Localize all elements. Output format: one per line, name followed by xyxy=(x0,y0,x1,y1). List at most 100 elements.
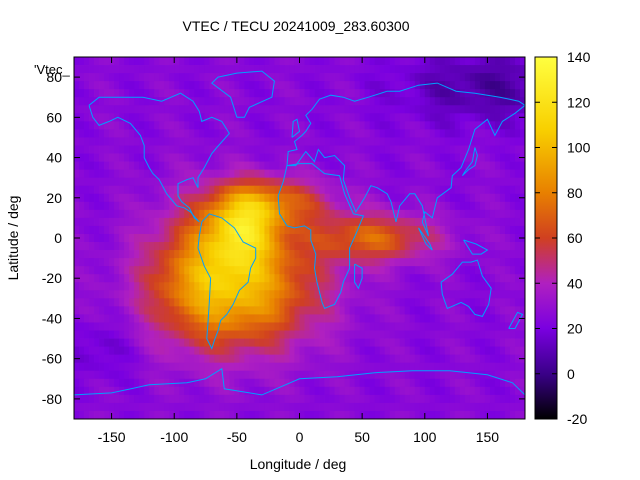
heatmap-cell xyxy=(164,97,170,106)
heatmap-cell xyxy=(509,338,516,347)
heatmap-cell xyxy=(149,394,155,404)
heatmap-cell xyxy=(209,314,215,323)
heatmap-cell xyxy=(74,322,80,331)
heatmap-cell xyxy=(404,338,411,347)
heatmap-cell xyxy=(484,153,491,162)
heatmap-cell xyxy=(214,362,220,372)
heatmap-cell xyxy=(224,89,230,98)
heatmap-cell xyxy=(364,81,371,90)
heatmap-cell xyxy=(204,161,210,171)
heatmap-cell xyxy=(509,185,516,195)
heatmap-cell xyxy=(209,201,215,211)
heatmap-cell xyxy=(84,258,90,267)
heatmap-cell xyxy=(399,338,406,347)
heatmap-cell xyxy=(499,354,506,364)
heatmap-cell xyxy=(159,282,165,291)
heatmap-cell xyxy=(119,410,125,419)
heatmap-cell xyxy=(174,153,180,162)
heatmap-cell xyxy=(344,153,351,162)
heatmap-cell xyxy=(219,145,225,154)
heatmap-cell xyxy=(114,145,120,154)
heatmap-cell xyxy=(174,105,180,114)
heatmap-cell xyxy=(424,258,431,267)
heatmap-cell xyxy=(439,306,446,315)
heatmap-cell xyxy=(194,410,200,419)
heatmap-cell xyxy=(439,73,446,82)
heatmap-cell xyxy=(459,386,466,396)
heatmap-cell xyxy=(514,145,521,154)
heatmap-cell xyxy=(289,314,295,323)
heatmap-cell xyxy=(244,81,250,90)
heatmap-cell xyxy=(479,306,486,315)
heatmap-cell xyxy=(84,209,90,219)
heatmap-cell xyxy=(379,282,386,291)
heatmap-cell xyxy=(244,97,250,106)
heatmap-cell xyxy=(399,306,406,315)
heatmap-cell xyxy=(154,394,160,404)
heatmap-cell xyxy=(484,282,491,291)
heatmap-cell xyxy=(169,153,175,162)
heatmap-cell xyxy=(204,65,210,74)
heatmap-cell xyxy=(164,354,170,364)
heatmap-cell xyxy=(199,193,205,203)
heatmap-cell xyxy=(299,193,305,203)
heatmap-cell xyxy=(429,258,436,267)
heatmap-cell xyxy=(144,242,150,251)
heatmap-cell xyxy=(294,81,300,90)
heatmap-cell xyxy=(354,290,361,299)
heatmap-cell xyxy=(239,298,245,307)
heatmap-cell xyxy=(144,225,150,235)
heatmap-cell xyxy=(109,121,115,130)
heatmap-cell xyxy=(279,129,285,138)
heatmap-cell xyxy=(209,386,215,396)
heatmap-cell xyxy=(354,57,361,66)
heatmap-cell xyxy=(129,193,135,203)
heatmap-cell xyxy=(464,402,471,412)
heatmap-cell xyxy=(234,97,240,106)
heatmap-cell xyxy=(444,121,451,130)
heatmap-cell xyxy=(189,97,195,106)
heatmap-cell xyxy=(384,266,391,275)
heatmap-cell xyxy=(389,217,396,227)
heatmap-cell xyxy=(89,113,95,122)
heatmap-cell xyxy=(209,330,215,339)
heatmap-cell xyxy=(419,185,426,195)
heatmap-cell xyxy=(494,193,501,203)
heatmap-cell xyxy=(144,233,150,243)
heatmap-cell xyxy=(294,137,300,146)
heatmap-cell xyxy=(304,169,310,179)
heatmap-cell xyxy=(419,161,426,171)
heatmap-cell xyxy=(104,161,110,171)
heatmap-cell xyxy=(79,282,85,291)
heatmap-cell xyxy=(174,129,180,138)
heatmap-cell xyxy=(504,354,511,364)
heatmap-cell xyxy=(389,274,396,283)
heatmap-cell xyxy=(329,121,335,130)
heatmap-cell xyxy=(369,217,376,227)
heatmap-cell xyxy=(284,105,290,114)
heatmap-cell xyxy=(244,137,250,146)
heatmap-cell xyxy=(109,306,115,315)
heatmap-cell xyxy=(119,185,125,195)
heatmap-cell xyxy=(94,306,100,315)
heatmap-cell xyxy=(424,314,431,323)
heatmap-cell xyxy=(474,394,481,404)
heatmap-cell xyxy=(334,250,340,259)
heatmap-cell xyxy=(249,338,255,347)
heatmap-cell xyxy=(134,394,140,404)
heatmap-cell xyxy=(104,250,110,259)
heatmap-cell xyxy=(144,378,150,388)
heatmap-cell xyxy=(379,258,386,267)
heatmap-cell xyxy=(229,370,235,380)
heatmap-cell xyxy=(289,370,295,380)
heatmap-cell xyxy=(139,274,145,283)
heatmap-cell xyxy=(324,105,330,114)
heatmap-cell xyxy=(479,217,486,227)
heatmap-cell xyxy=(154,209,160,219)
heatmap-cell xyxy=(194,282,200,291)
heatmap-cell xyxy=(409,410,416,419)
heatmap-cell xyxy=(449,177,456,187)
heatmap-cell xyxy=(224,193,230,203)
heatmap-cell xyxy=(449,330,456,339)
